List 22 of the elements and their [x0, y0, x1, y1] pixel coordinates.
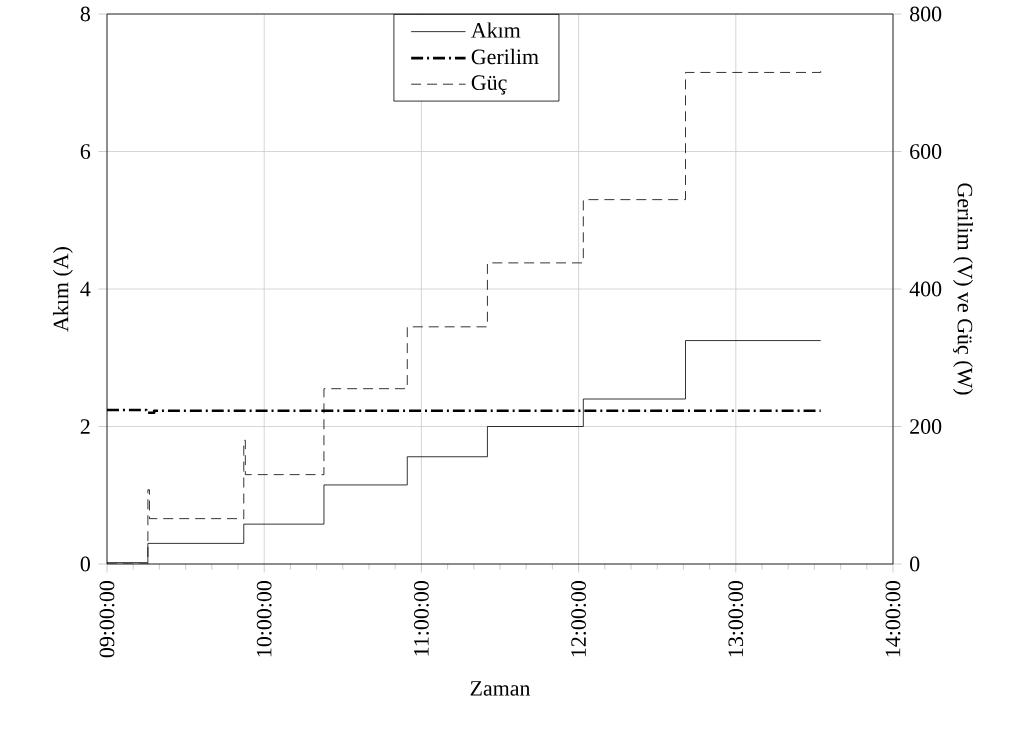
y-tick-label: 6 [80, 144, 91, 159]
legend-label: Güç [471, 75, 507, 95]
x-tick-label: 14:00:00 [885, 581, 901, 657]
y2-tick-label: 200 [910, 419, 942, 434]
x-tick-label: 10:00:00 [256, 581, 272, 657]
x-tick-label: 12:00:00 [571, 581, 587, 657]
y-tick-label: 4 [80, 281, 91, 297]
legend-label: Gerilim [471, 48, 539, 65]
y2-tick-label: 0 [910, 556, 920, 572]
x-tick-label: 11:00:00 [413, 581, 429, 656]
y2-tick-label: 600 [910, 144, 942, 159]
y2-axis-title: Gerilim (V) ve Güç (W) [953, 183, 973, 395]
x-tick-label: 13:00:00 [728, 581, 744, 657]
y-tick-label: 0 [80, 556, 90, 572]
y2-tick-label: 800 [910, 6, 942, 22]
x-axis-title: Zaman [470, 681, 531, 696]
y-tick-label: 2 [80, 419, 90, 434]
x-tick-label: 09:00:00 [99, 581, 115, 658]
y-axis-title: Akım (A) [52, 247, 73, 332]
y-tick-label: 8 [80, 6, 90, 22]
y2-tick-label: 400 [909, 281, 942, 297]
legend-label: Akım [471, 22, 521, 38]
